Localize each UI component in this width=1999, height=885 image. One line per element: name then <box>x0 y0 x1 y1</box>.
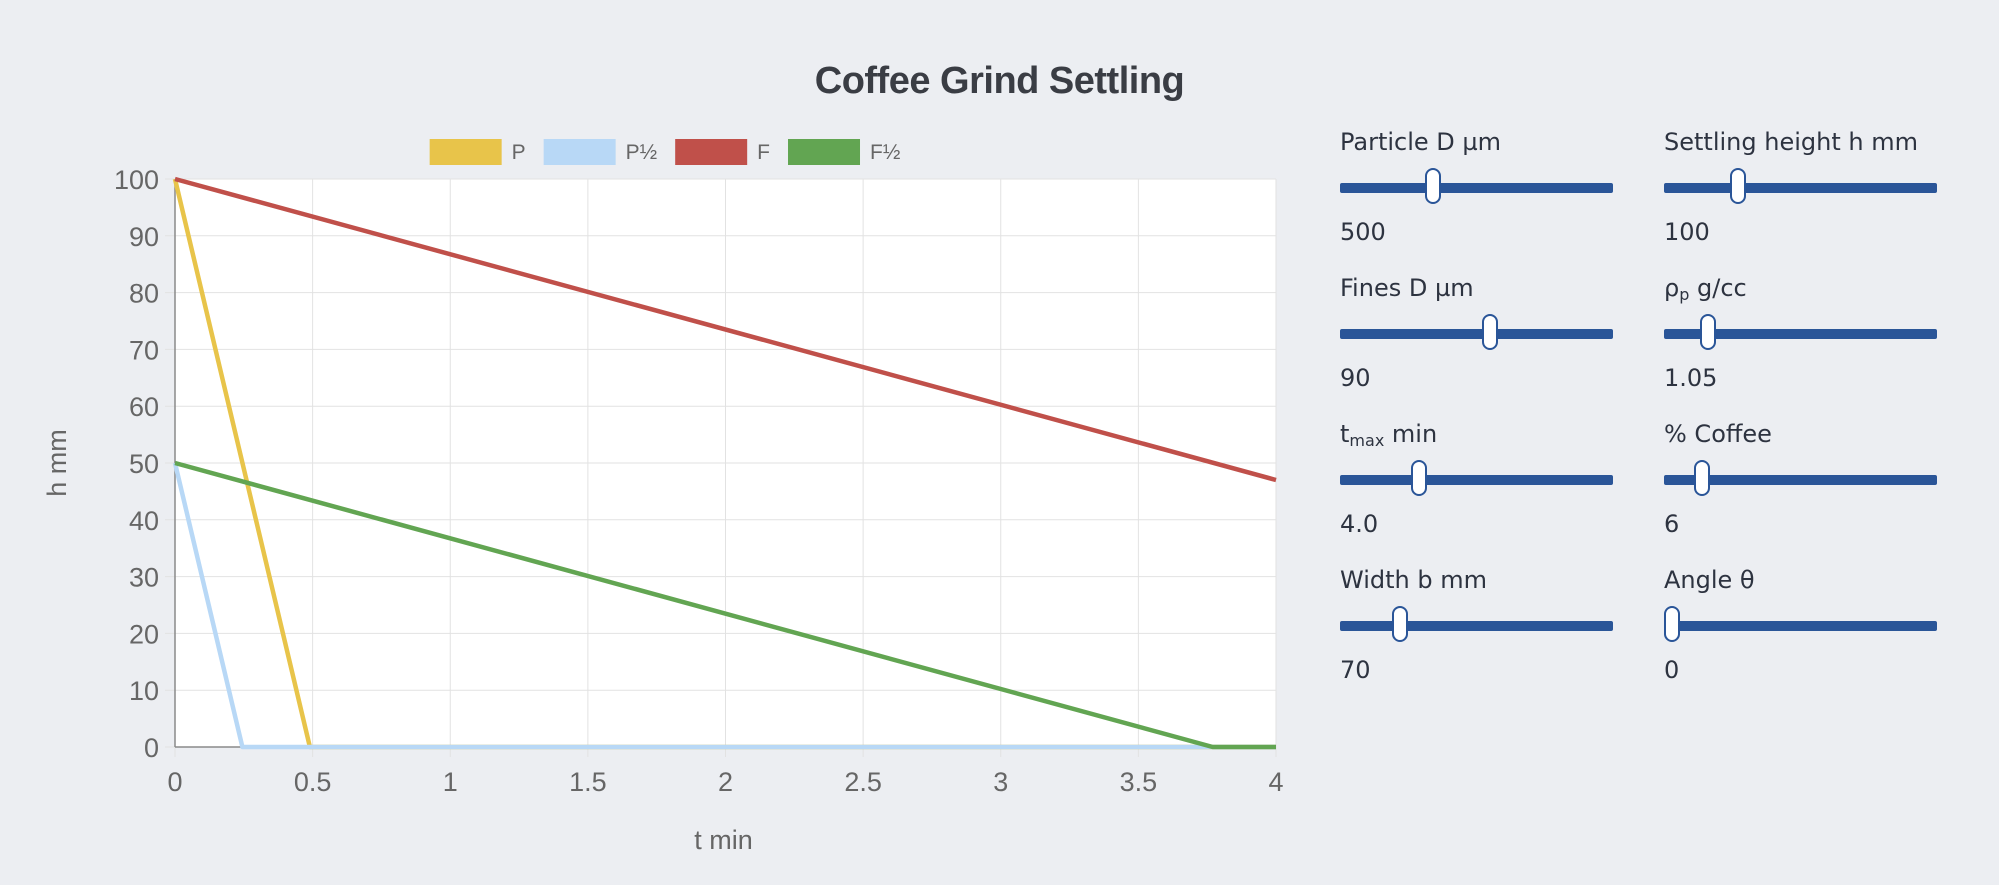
settling-height-control: Settling height h mm 100 <box>1664 128 1939 268</box>
x-tick-label: 3 <box>993 767 1008 797</box>
legend-label-F½: F½ <box>870 141 900 164</box>
x-tick-label: 1 <box>443 767 458 797</box>
tmax-label-sub: max <box>1349 431 1385 450</box>
width-value: 70 <box>1340 656 1371 684</box>
angle-slider[interactable] <box>1664 606 1937 642</box>
x-tick-label: 2.5 <box>844 767 882 797</box>
y-tick-label: 80 <box>129 279 159 309</box>
tmax-label: tmax min <box>1340 420 1437 450</box>
percent-coffee-slider-thumb[interactable] <box>1694 460 1711 496</box>
y-tick-label: 0 <box>144 733 159 763</box>
y-tick-label: 60 <box>129 392 159 422</box>
percent-coffee-slider[interactable] <box>1664 460 1937 496</box>
fines-d-slider-thumb[interactable] <box>1482 314 1499 350</box>
x-axis-label: t min <box>694 825 753 855</box>
fines-d-value: 90 <box>1340 364 1371 392</box>
particle-density-label-main: ρ <box>1664 274 1680 302</box>
legend-swatch-P½ <box>543 139 616 165</box>
angle-control: Angle θ 0 <box>1664 566 1939 706</box>
series-line-F <box>174 176 1277 483</box>
y-tick-label: 20 <box>129 619 159 649</box>
page-title: Coffee Grind Settling <box>814 60 1185 102</box>
y-axis-label: h mm <box>42 429 72 497</box>
fines-d-slider[interactable] <box>1340 314 1613 350</box>
series-line-F½ <box>174 460 1276 750</box>
particle-density-value: 1.05 <box>1664 364 1718 392</box>
legend-swatch-P <box>429 139 502 165</box>
y-tick-label: 40 <box>129 506 159 536</box>
width-label: Width b mm <box>1340 566 1487 594</box>
particle-density-control: ρp g/cc 1.05 <box>1664 274 1939 414</box>
x-tick-label: 1.5 <box>569 767 607 797</box>
tmax-value: 4.0 <box>1340 510 1379 538</box>
particle-d-control: Particle D µm 500 <box>1340 128 1615 268</box>
x-tick-label: 0.5 <box>294 767 332 797</box>
tmax-control: tmax min 4.0 <box>1340 420 1615 560</box>
particle-d-slider-thumb[interactable] <box>1424 168 1441 204</box>
tmax-slider[interactable] <box>1340 460 1613 496</box>
legend-label-F: F <box>757 141 770 164</box>
legend-swatch-F½ <box>788 139 861 165</box>
angle-slider-thumb[interactable] <box>1664 606 1681 642</box>
percent-coffee-value: 6 <box>1664 510 1680 538</box>
particle-density-label-rest: g/cc <box>1689 274 1747 302</box>
fines-d-label: Fines D µm <box>1340 274 1474 302</box>
particle-d-label: Particle D µm <box>1340 128 1502 156</box>
fines-d-control: Fines D µm 90 <box>1340 274 1615 414</box>
legend-label-P: P <box>512 141 526 164</box>
legend-swatch-F <box>675 139 748 165</box>
y-tick-label: 10 <box>129 676 159 706</box>
y-tick-label: 100 <box>114 165 159 195</box>
settling-chart: 0 0.5 1 1.5 2 2.5 3 3.5 40102030405060708090100t… <box>42 139 1284 855</box>
y-tick-label: 30 <box>129 563 159 593</box>
y-tick-label: 90 <box>129 222 159 252</box>
settling-height-value: 100 <box>1664 218 1710 246</box>
particle-density-slider[interactable] <box>1664 314 1937 350</box>
settling-height-slider[interactable] <box>1664 168 1937 204</box>
settling-height-slider-thumb[interactable] <box>1729 168 1746 204</box>
x-tick-label: 2 <box>718 767 733 797</box>
tmax-label-rest: min <box>1384 420 1438 448</box>
x-tick-label: 4 <box>1268 767 1283 797</box>
tmax-slider-thumb[interactable] <box>1411 460 1428 496</box>
particle-density-label-sub: p <box>1679 285 1690 304</box>
series-line-P½ <box>172 462 1276 750</box>
angle-label: Angle θ <box>1664 566 1755 594</box>
tmax-label-main: t <box>1340 420 1350 448</box>
width-slider-thumb[interactable] <box>1392 606 1409 642</box>
y-tick-label: 50 <box>129 449 159 479</box>
particle-d-slider[interactable] <box>1340 168 1613 204</box>
settling-height-label: Settling height h mm <box>1664 128 1918 156</box>
y-tick-label: 70 <box>129 335 159 365</box>
percent-coffee-control: % Coffee 6 <box>1664 420 1939 560</box>
x-tick-label: 3.5 <box>1120 767 1158 797</box>
particle-density-slider-thumb[interactable] <box>1699 314 1716 350</box>
particle-d-value: 500 <box>1340 218 1386 246</box>
angle-value: 0 <box>1664 656 1680 684</box>
percent-coffee-label: % Coffee <box>1664 420 1772 448</box>
chart-area: 0 0.5 1 1.5 2 2.5 3 3.5 4 0 10 20 30 40 50 60 70 80 90 100 t… <box>42 139 1284 855</box>
particle-density-label: ρp g/cc <box>1664 274 1747 304</box>
width-slider[interactable] <box>1340 606 1613 642</box>
x-tick-label: 0 <box>167 767 182 797</box>
width-control: Width b mm 70 <box>1340 566 1615 706</box>
legend-label-P½: P½ <box>626 141 658 164</box>
